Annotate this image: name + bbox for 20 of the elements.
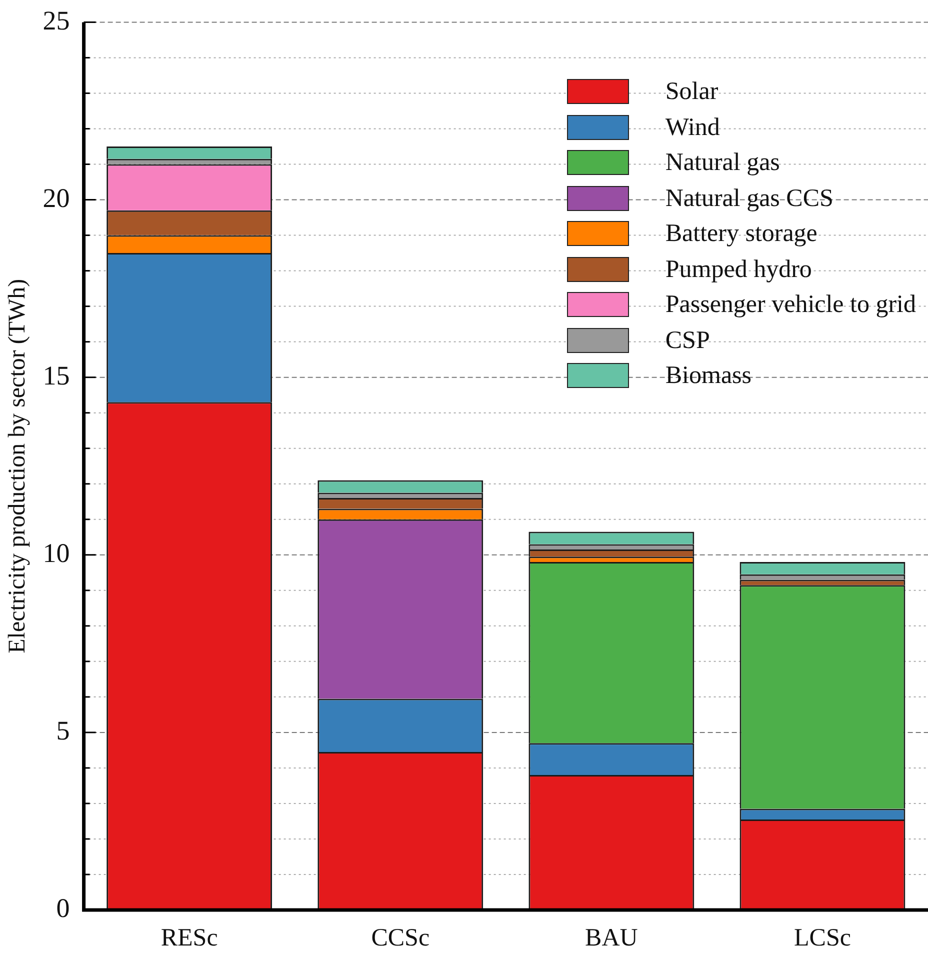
y-tick-label: 20: [42, 182, 70, 213]
legend-label: Pumped hydro: [665, 254, 812, 285]
legend-label: Battery storage: [665, 219, 818, 250]
legend-label: Natural gas: [665, 148, 780, 178]
x-tick-label: RESc: [160, 924, 218, 952]
y-tick-label: 10: [42, 538, 70, 568]
y-tick-label: 0: [56, 893, 70, 924]
y-tick-label: 15: [42, 360, 70, 390]
legend-label: Biomass: [665, 361, 752, 392]
y-axis-title: Electricity production by sector (TWh): [4, 278, 31, 654]
y-tick-label: 25: [42, 5, 70, 36]
legend-label: Solar: [665, 77, 718, 108]
x-tick-label: LCSc: [794, 924, 851, 952]
legend-label: Wind: [665, 112, 720, 143]
legend-label: Natural gas CCS: [665, 184, 834, 214]
legend-label: Passenger vehicle to grid: [665, 290, 916, 320]
x-tick-label: BAU: [585, 924, 638, 952]
legend-label: CSP: [665, 326, 710, 356]
x-tick-label: CCSc: [371, 924, 430, 952]
y-tick-label: 5: [56, 716, 70, 746]
